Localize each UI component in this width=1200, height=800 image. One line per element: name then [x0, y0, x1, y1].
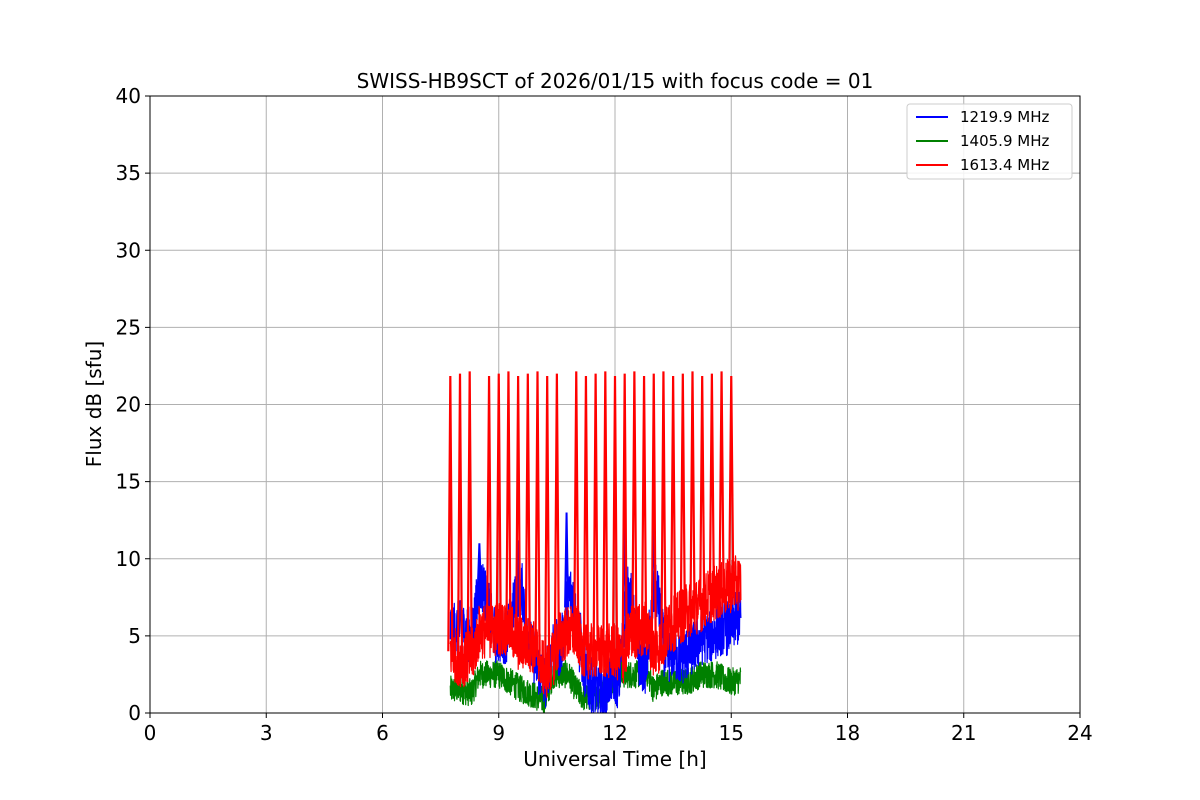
y-tick-label-5: 5 [128, 624, 141, 648]
y-tick-label-40: 40 [116, 84, 141, 108]
spike-3 [485, 375, 493, 631]
spike-4 [495, 373, 502, 629]
legend-label-1405-mhz: 1405.9 MHz [960, 132, 1049, 150]
y-tick-label-35: 35 [116, 161, 141, 185]
spike-14 [602, 371, 609, 652]
x-tick-label-6: 6 [376, 721, 389, 745]
spike-9 [544, 375, 551, 671]
y-tick-label-25: 25 [116, 315, 141, 339]
y-tick-label-30: 30 [116, 238, 141, 262]
spike-1 [456, 373, 464, 660]
legend-box [906, 103, 1073, 180]
x-axis-label: Universal Time [h] [523, 747, 706, 771]
spike-17 [631, 371, 638, 632]
spike-26 [718, 371, 725, 591]
spike-24 [699, 375, 706, 604]
y-tick-label-10: 10 [116, 547, 141, 571]
legend: 1219.9 MHz 1405.9 MHz 1613.4 MHz [906, 103, 1073, 180]
spike-13 [592, 373, 599, 652]
spike-16 [621, 373, 628, 653]
spike-23 [689, 371, 696, 609]
spike-15 [611, 375, 619, 652]
spike-0 [447, 375, 454, 652]
spike-19 [650, 373, 657, 652]
spike-5 [505, 371, 512, 629]
spike-6 [515, 375, 522, 644]
series-trace-2 [449, 555, 742, 698]
y-tick-label-0: 0 [128, 701, 141, 725]
spike-18 [640, 375, 648, 629]
spike-8 [534, 371, 541, 652]
x-tick-label-3: 3 [260, 721, 273, 745]
peak-3 [564, 512, 570, 608]
x-tick-label-9: 9 [492, 721, 505, 745]
spike-12 [582, 375, 590, 652]
x-tick-label-24: 24 [1067, 721, 1092, 745]
legend-label-1219-mhz: 1219.9 MHz [960, 108, 1049, 126]
spike-25 [708, 373, 715, 596]
y-axis-label: Flux dB [sfu] [82, 341, 106, 467]
spike-21 [670, 375, 677, 625]
x-tick-label-18: 18 [835, 721, 860, 745]
spike-11 [573, 371, 580, 633]
spike-2 [466, 371, 473, 660]
x-tick-label-21: 21 [951, 721, 976, 745]
legend-label-1613-mhz: 1613.4 MHz [960, 156, 1049, 174]
series-1613-4-mhz [447, 371, 742, 698]
x-tick-label-12: 12 [602, 721, 627, 745]
y-tick-label-20: 20 [116, 393, 141, 417]
x-tick-label-0: 0 [144, 721, 157, 745]
y-tick-label-15: 15 [116, 470, 141, 494]
axis-ticks: 0 3 6 9 12 15 18 21 24 0 5 10 15 20 25 30 35 40 [116, 84, 1093, 745]
spike-7 [524, 373, 531, 644]
x-tick-label-15: 15 [719, 721, 744, 745]
spike-20 [660, 371, 667, 640]
spike-27 [728, 375, 735, 585]
spike-22 [679, 373, 686, 615]
peak-0 [476, 543, 482, 587]
chart-title: SWISS-HB9SCT of 2026/01/15 with focus co… [357, 69, 874, 93]
spike-10 [553, 373, 560, 648]
plot-lines [447, 371, 742, 714]
